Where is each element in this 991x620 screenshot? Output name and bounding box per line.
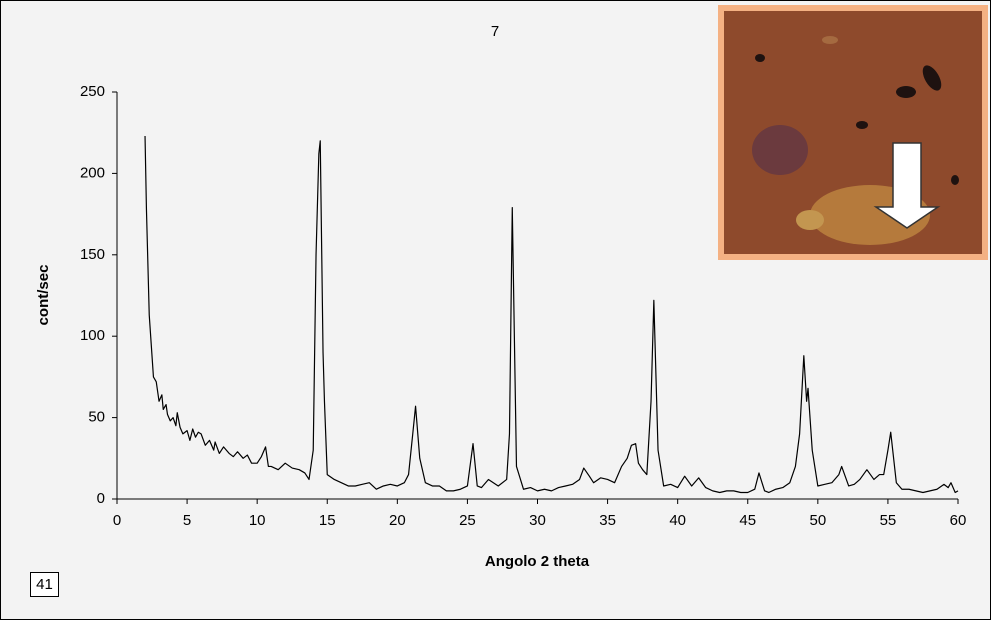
x-tick-label: 10 xyxy=(249,512,266,529)
chart-title: 7 xyxy=(491,23,499,40)
y-axis-title: cont/sec xyxy=(35,265,52,326)
x-tick-label: 25 xyxy=(459,512,476,529)
x-tick-label: 15 xyxy=(319,512,336,529)
x-tick-label: 30 xyxy=(529,512,546,529)
y-tick-label: 50 xyxy=(88,409,105,426)
photo-grain xyxy=(752,125,808,175)
photo-pore xyxy=(922,65,942,91)
figure-number-box xyxy=(30,572,59,597)
photo-grain xyxy=(822,36,838,44)
y-tick-label: 0 xyxy=(97,490,105,507)
photo-pore xyxy=(896,86,916,98)
x-tick-label: 40 xyxy=(669,512,686,529)
y-tick-label: 150 xyxy=(80,246,105,263)
data-line xyxy=(144,135,959,494)
y-tick-label: 250 xyxy=(80,83,105,100)
x-tick-label: 0 xyxy=(113,512,121,529)
inset-photo xyxy=(718,5,988,260)
y-tick-label: 200 xyxy=(80,164,105,181)
photo-arrow xyxy=(873,142,941,229)
x-axis-title: Angolo 2 theta xyxy=(485,553,590,570)
x-tick-label: 35 xyxy=(599,512,616,529)
figure-number: 41 xyxy=(36,576,53,593)
x-tick-label: 45 xyxy=(739,512,756,529)
photo-pore xyxy=(856,121,868,129)
photo-pore xyxy=(755,54,765,62)
x-tick-label: 20 xyxy=(389,512,406,529)
x-tick-label: 55 xyxy=(880,512,897,529)
x-tick-label: 5 xyxy=(183,512,191,529)
photo-pore xyxy=(951,175,959,185)
photo-grain xyxy=(796,210,824,230)
x-tick-label: 60 xyxy=(950,512,967,529)
x-tick-label: 50 xyxy=(809,512,826,529)
y-tick-label: 100 xyxy=(80,327,105,344)
